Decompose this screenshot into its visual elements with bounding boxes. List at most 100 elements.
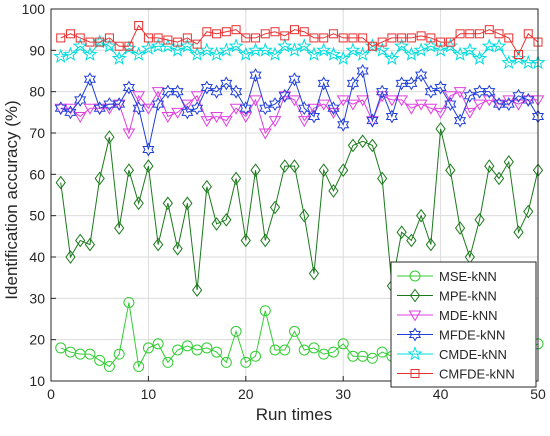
y-tick-label: 50 [29,208,45,224]
data-point [307,103,321,115]
y-tick-label: 90 [29,42,45,58]
data-point [93,103,107,115]
legend-entry-label: MFDE-kNN [439,328,505,343]
data-point [403,46,419,61]
data-point [181,340,193,352]
data-point [514,49,524,59]
data-point [387,33,397,43]
data-point [260,233,271,248]
series-cmfde-knn [56,21,543,59]
data-point [133,196,144,211]
data-point [211,217,222,231]
data-point [56,33,66,43]
data-point [346,99,360,111]
data-point [162,356,174,368]
data-point [173,37,183,47]
data-point [83,72,97,87]
data-point [123,163,135,178]
data-point [434,107,447,119]
data-point [191,101,204,116]
data-point [433,42,449,57]
data-point [357,134,368,149]
data-point [142,342,154,354]
data-point [62,46,79,61]
data-point [424,103,438,115]
data-point [436,37,446,47]
data-point [416,31,426,41]
data-point [405,103,418,115]
data-point [221,212,232,227]
data-point [413,42,429,57]
data-point [122,128,136,140]
legend-swatch-marker [409,288,421,303]
data-point [367,41,377,51]
data-point [336,95,350,107]
data-point [309,33,319,43]
legend-entry-label: MDE-kNN [439,308,498,323]
data-point [445,163,456,178]
data-point [180,99,194,111]
data-point [348,33,358,43]
data-point [151,87,165,99]
data-point [189,46,205,61]
data-point [270,27,280,37]
data-point [114,221,125,235]
legend-swatch-marker [410,369,420,378]
y-tick-label: 30 [29,290,45,306]
data-point [172,241,183,256]
data-point [338,163,349,178]
x-tick-label: 20 [238,386,254,402]
data-point [277,38,293,53]
data-point [249,68,262,83]
data-point [494,29,504,39]
data-point [453,87,467,99]
data-point [434,80,447,95]
x-axis-label: Run times [256,405,333,424]
x-tick-label: 40 [433,386,449,402]
data-point [328,29,338,39]
data-point [298,101,311,116]
data-point [484,25,494,35]
data-point [463,107,477,119]
data-point [512,99,525,111]
data-point [290,25,299,35]
y-axis-label: Identification accuracy (%) [2,100,21,299]
data-point [218,42,234,57]
data-point [104,130,115,144]
data-point [210,84,223,99]
data-point [385,109,398,124]
data-point [152,338,164,350]
data-point [132,91,146,103]
data-point [162,196,174,211]
data-point [278,88,291,103]
data-point [113,348,125,360]
data-point [406,33,416,43]
data-point [220,356,232,368]
data-point [72,38,88,53]
data-point [212,29,222,39]
data-point [82,46,98,61]
data-point [502,97,515,112]
data-point [171,84,184,99]
data-point [462,42,478,57]
data-point [65,29,75,39]
data-point [377,37,387,47]
data-point [199,42,215,57]
data-point [435,122,446,136]
data-point [522,92,535,107]
data-point [395,95,409,107]
data-point [426,33,436,43]
data-point [84,237,96,252]
data-point [94,354,106,366]
data-point [425,237,436,252]
x-tick-label: 10 [141,386,157,402]
data-point [75,33,85,43]
data-point [279,344,291,356]
legend-entry-label: CMDE-kNN [439,347,507,362]
data-point [221,27,231,37]
data-point [355,46,371,61]
data-point [396,225,407,240]
data-point [143,33,153,43]
series-mde-knn [54,87,545,140]
data-point [366,113,379,128]
